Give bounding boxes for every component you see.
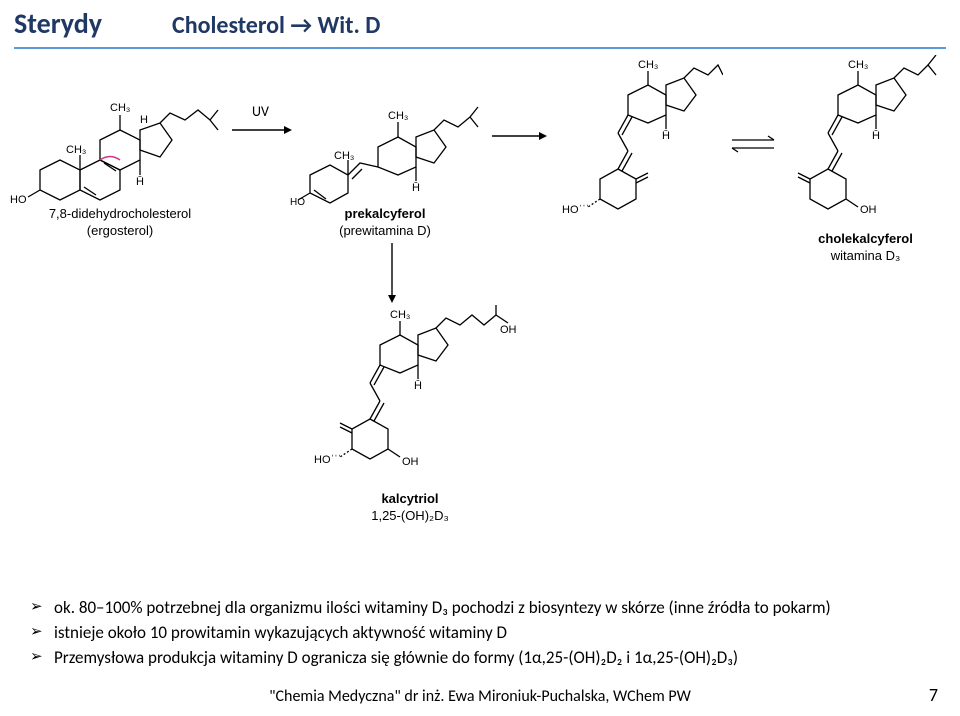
svg-text:H̄: H̄ <box>136 175 144 188</box>
svg-text:OH: OH <box>860 204 877 216</box>
molecule-intermediate: CH₃ H̄ HOˈˈˈ <box>548 55 723 230</box>
arrow-down <box>382 243 402 310</box>
kalcytriol-label-2: 1,25-(OH)₂D₃ <box>300 509 520 524</box>
arrow-equilibrium <box>728 131 778 163</box>
svg-text:H̄: H̄ <box>662 129 670 142</box>
svg-text:CH₃: CH₃ <box>66 144 86 156</box>
arrow-2 <box>492 121 547 153</box>
page-subtitle: Cholesterol → Wit. D <box>172 11 380 40</box>
page-number: 7 <box>929 684 938 706</box>
svg-text:CH₃: CH₃ <box>334 150 354 162</box>
svg-text:CH₃: CH₃ <box>848 59 868 71</box>
svg-text:H̄: H̄ <box>412 181 420 194</box>
svg-text:HO: HO <box>10 194 27 205</box>
prekalcyferol-label-1: prekalcyferol <box>290 207 480 222</box>
page-title: Sterydy <box>14 6 102 41</box>
header-rule <box>14 47 946 49</box>
bullet-list: ok. 80–100% potrzebnej dla organizmu ilo… <box>30 597 940 672</box>
svg-text:CH₃: CH₃ <box>638 59 658 71</box>
ergosterol-label-2: (ergosterol) <box>10 224 230 239</box>
reaction-scheme: CH₃ CH₃ H̄ HO H 7,8-didehydrocholesterol… <box>0 55 960 515</box>
svg-text:CH₃: CH₃ <box>388 110 408 122</box>
svg-text:CH₃: CH₃ <box>390 309 410 321</box>
bullet-2: istnieje około 10 prowitamin wykazującyc… <box>30 622 940 645</box>
bullet-3: Przemysłowa produkcja witaminy D ogranic… <box>30 647 940 670</box>
cholekalcyferol-label-1: cholekalcyferol <box>778 232 953 247</box>
svg-text:HO: HO <box>290 197 305 205</box>
molecule-prekalcyferol: CH₃ CH₃ H̄ HO prekalcyferol (prewitamina… <box>290 75 480 239</box>
kalcytriol-label-1: kalcytriol <box>300 492 520 507</box>
svg-text:H: H <box>140 114 148 126</box>
footer-text: "Chemia Medyczna" dr inż. Ewa Mironiuk-P… <box>0 687 960 706</box>
svg-text:H̄: H̄ <box>414 379 422 392</box>
molecule-ergosterol: CH₃ CH₃ H̄ HO H 7,8-didehydrocholesterol… <box>10 75 230 239</box>
svg-text:CH₃: CH₃ <box>110 102 130 114</box>
svg-text:H̄: H̄ <box>872 129 880 142</box>
cholekalcyferol-label-2: witamina D₃ <box>778 249 953 264</box>
svg-text:OH: OH <box>500 324 517 336</box>
prekalcyferol-label-2: (prewitamina D) <box>290 224 480 239</box>
arrow-1 <box>232 115 292 147</box>
molecule-cholekalcyferol: CH₃ H̄ OH cholekalcyferol witamina D₃ <box>778 55 953 264</box>
svg-text:HOˈˈˈ: HOˈˈˈ <box>314 454 342 466</box>
svg-text:HOˈˈˈ: HOˈˈˈ <box>562 204 590 216</box>
svg-text:OH: OH <box>402 456 419 468</box>
ergosterol-label-1: 7,8-didehydrocholesterol <box>10 207 230 222</box>
bullet-1: ok. 80–100% potrzebnej dla organizmu ilo… <box>30 597 940 620</box>
molecule-kalcytriol: CH₃ H̄ OH HOˈˈˈ OH kalcytriol 1,25-(OH)₂… <box>300 305 520 524</box>
